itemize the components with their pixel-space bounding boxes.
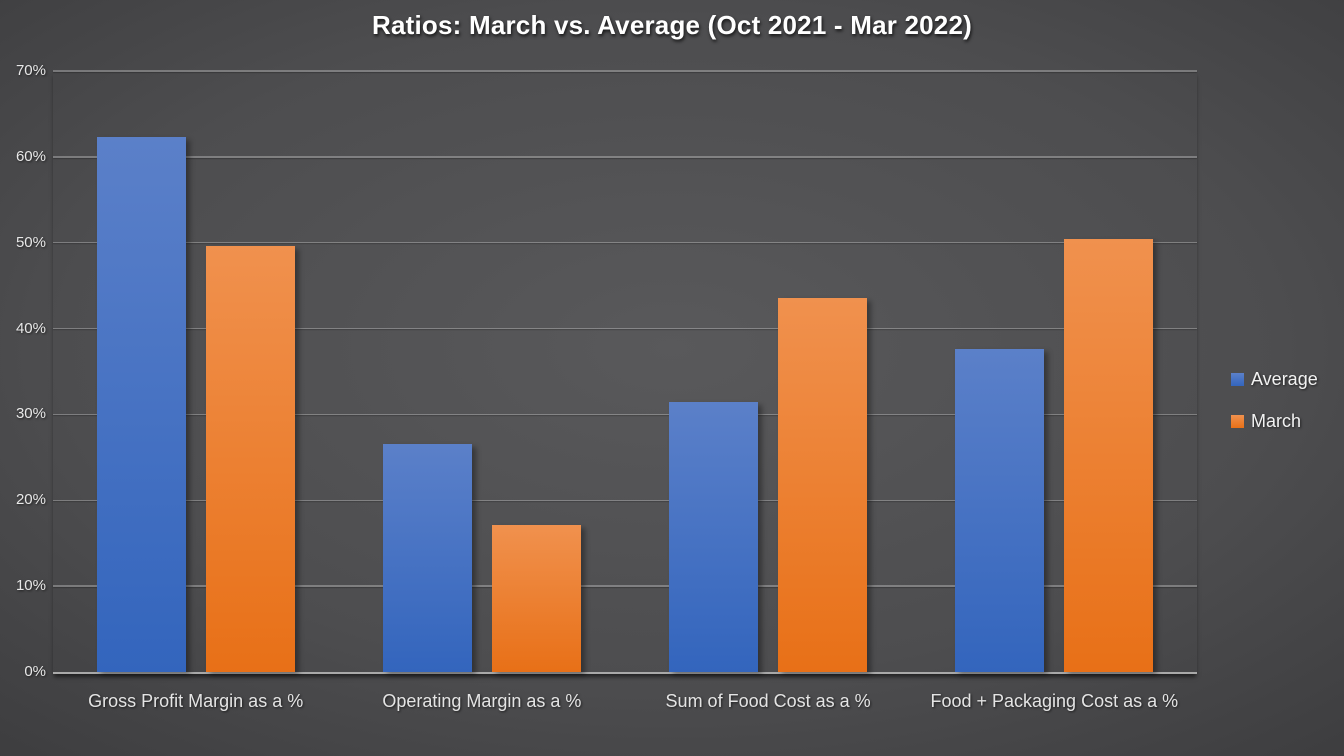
plot-area: [53, 70, 1197, 674]
gridline-70: [53, 70, 1197, 72]
legend-item-march: March: [1231, 410, 1318, 433]
gridline-40: [53, 327, 1197, 330]
y-tick-label-50: 50%: [15, 233, 46, 251]
bar-march-2: [778, 297, 868, 672]
y-tick-label-70: 70%: [15, 62, 46, 79]
bar-average-3: [955, 349, 1045, 672]
bar-march-0: [205, 246, 295, 672]
gridline-10: [53, 585, 1197, 587]
y-tick-label-30: 30%: [15, 405, 46, 423]
legend-swatch-icon: [1231, 415, 1244, 428]
x-category-label-0: Gross Profit Margin as a %: [88, 691, 304, 711]
y-tick-label-0: 0%: [24, 663, 46, 680]
x-category-label-3: Food + Packaging Cost as a %: [930, 691, 1179, 711]
bar-average-0: [96, 137, 186, 672]
gridline-20: [53, 499, 1197, 502]
chart-title: Ratios: March vs. Average (Oct 2021 - Ma…: [372, 10, 972, 40]
x-category-label-2: Sum of Food Cost as a %: [665, 691, 871, 711]
legend: Average March: [1231, 368, 1318, 452]
y-tick-label-20: 20%: [15, 491, 46, 509]
bar-march-3: [1064, 239, 1154, 672]
y-tick-label-40: 40%: [15, 319, 46, 337]
legend-swatch-icon: [1231, 373, 1244, 386]
gridline-50: [53, 241, 1197, 244]
y-tick-label-10: 10%: [15, 577, 46, 595]
legend-label: Average: [1251, 369, 1318, 389]
bar-average-1: [382, 444, 472, 672]
bar-march-1: [491, 525, 581, 672]
y-tick-label-60: 60%: [15, 147, 46, 165]
bar-average-2: [669, 401, 759, 672]
legend-item-average: Average: [1231, 368, 1318, 391]
gridline-60: [53, 156, 1197, 158]
x-category-label-1: Operating Margin as a %: [382, 691, 582, 711]
gridline-30: [53, 413, 1197, 416]
legend-label: March: [1251, 411, 1302, 431]
